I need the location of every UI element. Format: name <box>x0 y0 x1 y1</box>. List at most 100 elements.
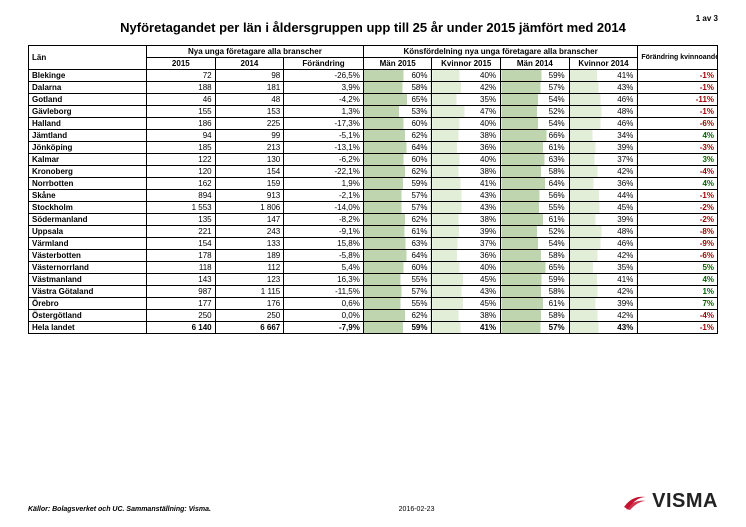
lan-cell: Gävleborg <box>29 106 147 118</box>
pct-cell: 5,4% <box>284 262 364 274</box>
percent-bar-cell: 40% <box>432 262 501 274</box>
lan-cell: Jämtland <box>29 130 147 142</box>
data-table: Län Nya unga företagare alla branscher K… <box>28 45 718 334</box>
percent-bar-cell: 54% <box>501 118 570 130</box>
percent-bar-cell: 41% <box>569 70 638 82</box>
table-row: Örebro1771760,6%55%45%61%39%7% <box>29 298 718 310</box>
pct-cell: 15,8% <box>284 238 364 250</box>
percent-bar-cell: 42% <box>569 310 638 322</box>
lan-cell: Blekinge <box>29 70 147 82</box>
percent-bar-cell: 45% <box>432 274 501 286</box>
num-cell: 112 <box>215 262 284 274</box>
pct-cell: -11,5% <box>284 286 364 298</box>
percent-bar-cell: 57% <box>501 322 570 334</box>
change-cell: -2% <box>638 214 718 226</box>
group-for-header: Förändring kvinnoandel <box>638 46 718 70</box>
pct-cell: -9,1% <box>284 226 364 238</box>
change-cell: -11% <box>638 94 718 106</box>
change-cell: -4% <box>638 166 718 178</box>
col-m14: Män 2014 <box>501 58 570 70</box>
lan-cell: Dalarna <box>29 82 147 94</box>
percent-bar-cell: 54% <box>501 238 570 250</box>
col-k15: Kvinnor 2015 <box>432 58 501 70</box>
percent-bar-cell: 63% <box>363 238 432 250</box>
percent-bar-cell: 58% <box>501 166 570 178</box>
change-cell: -6% <box>638 250 718 262</box>
pct-cell: -13,1% <box>284 142 364 154</box>
num-cell: 189 <box>215 250 284 262</box>
percent-bar-cell: 66% <box>501 130 570 142</box>
change-cell: -1% <box>638 70 718 82</box>
table-row: Västmanland14312316,3%55%45%59%41%4% <box>29 274 718 286</box>
group-kon-header: Könsfördelning nya unga företagare alla … <box>363 46 637 58</box>
num-cell: 159 <box>215 178 284 190</box>
percent-bar-cell: 38% <box>432 214 501 226</box>
num-cell: 221 <box>147 226 216 238</box>
pct-cell: -22,1% <box>284 166 364 178</box>
change-cell: -6% <box>638 118 718 130</box>
lan-cell: Jönköping <box>29 142 147 154</box>
percent-bar-cell: 58% <box>363 82 432 94</box>
percent-bar-cell: 39% <box>432 226 501 238</box>
num-cell: 133 <box>215 238 284 250</box>
percent-bar-cell: 39% <box>569 142 638 154</box>
lan-cell: Örebro <box>29 298 147 310</box>
pct-cell: 1,9% <box>284 178 364 190</box>
num-cell: 154 <box>147 238 216 250</box>
percent-bar-cell: 48% <box>569 106 638 118</box>
pct-cell: -5,1% <box>284 130 364 142</box>
change-cell: 4% <box>638 130 718 142</box>
percent-bar-cell: 35% <box>569 262 638 274</box>
lan-cell: Skåne <box>29 190 147 202</box>
pct-cell: 1,3% <box>284 106 364 118</box>
percent-bar-cell: 52% <box>501 226 570 238</box>
percent-bar-cell: 55% <box>501 202 570 214</box>
num-cell: 135 <box>147 214 216 226</box>
percent-bar-cell: 37% <box>432 238 501 250</box>
pct-cell: -7,9% <box>284 322 364 334</box>
percent-bar-cell: 57% <box>363 286 432 298</box>
change-cell: -3% <box>638 142 718 154</box>
lan-cell: Gotland <box>29 94 147 106</box>
num-cell: 243 <box>215 226 284 238</box>
percent-bar-cell: 40% <box>432 154 501 166</box>
lan-cell: Norrbotten <box>29 178 147 190</box>
change-cell: -1% <box>638 322 718 334</box>
percent-bar-cell: 65% <box>501 262 570 274</box>
lan-cell: Uppsala <box>29 226 147 238</box>
percent-bar-cell: 57% <box>363 190 432 202</box>
table-row: Halland186225-17,3%60%40%54%46%-6% <box>29 118 718 130</box>
num-cell: 123 <box>215 274 284 286</box>
num-cell: 250 <box>147 310 216 322</box>
table-row: Skåne894913-2,1%57%43%56%44%-1% <box>29 190 718 202</box>
change-cell: -2% <box>638 202 718 214</box>
visma-logo: VISMA <box>622 490 718 513</box>
percent-bar-cell: 46% <box>569 118 638 130</box>
lan-cell: Östergötland <box>29 310 147 322</box>
percent-bar-cell: 44% <box>569 190 638 202</box>
change-cell: 7% <box>638 298 718 310</box>
percent-bar-cell: 58% <box>501 286 570 298</box>
percent-bar-cell: 35% <box>432 94 501 106</box>
percent-bar-cell: 59% <box>363 322 432 334</box>
footer: Källor: Bolagsverket och UC. Sammanställ… <box>28 490 718 513</box>
lan-cell: Kalmar <box>29 154 147 166</box>
num-cell: 1 115 <box>215 286 284 298</box>
total-row: Hela landet6 1406 667-7,9%59%41%57%43%-1… <box>29 322 718 334</box>
num-cell: 99 <box>215 130 284 142</box>
num-cell: 913 <box>215 190 284 202</box>
percent-bar-cell: 38% <box>432 310 501 322</box>
percent-bar-cell: 58% <box>501 310 570 322</box>
lan-cell: Hela landet <box>29 322 147 334</box>
percent-bar-cell: 41% <box>432 322 501 334</box>
percent-bar-cell: 56% <box>501 190 570 202</box>
lan-cell: Västerbotten <box>29 250 147 262</box>
num-cell: 147 <box>215 214 284 226</box>
num-cell: 1 553 <box>147 202 216 214</box>
percent-bar-cell: 36% <box>569 178 638 190</box>
num-cell: 176 <box>215 298 284 310</box>
num-cell: 98 <box>215 70 284 82</box>
lan-cell: Stockholm <box>29 202 147 214</box>
logo-swoosh-icon <box>622 493 648 511</box>
col-2015: 2015 <box>147 58 216 70</box>
